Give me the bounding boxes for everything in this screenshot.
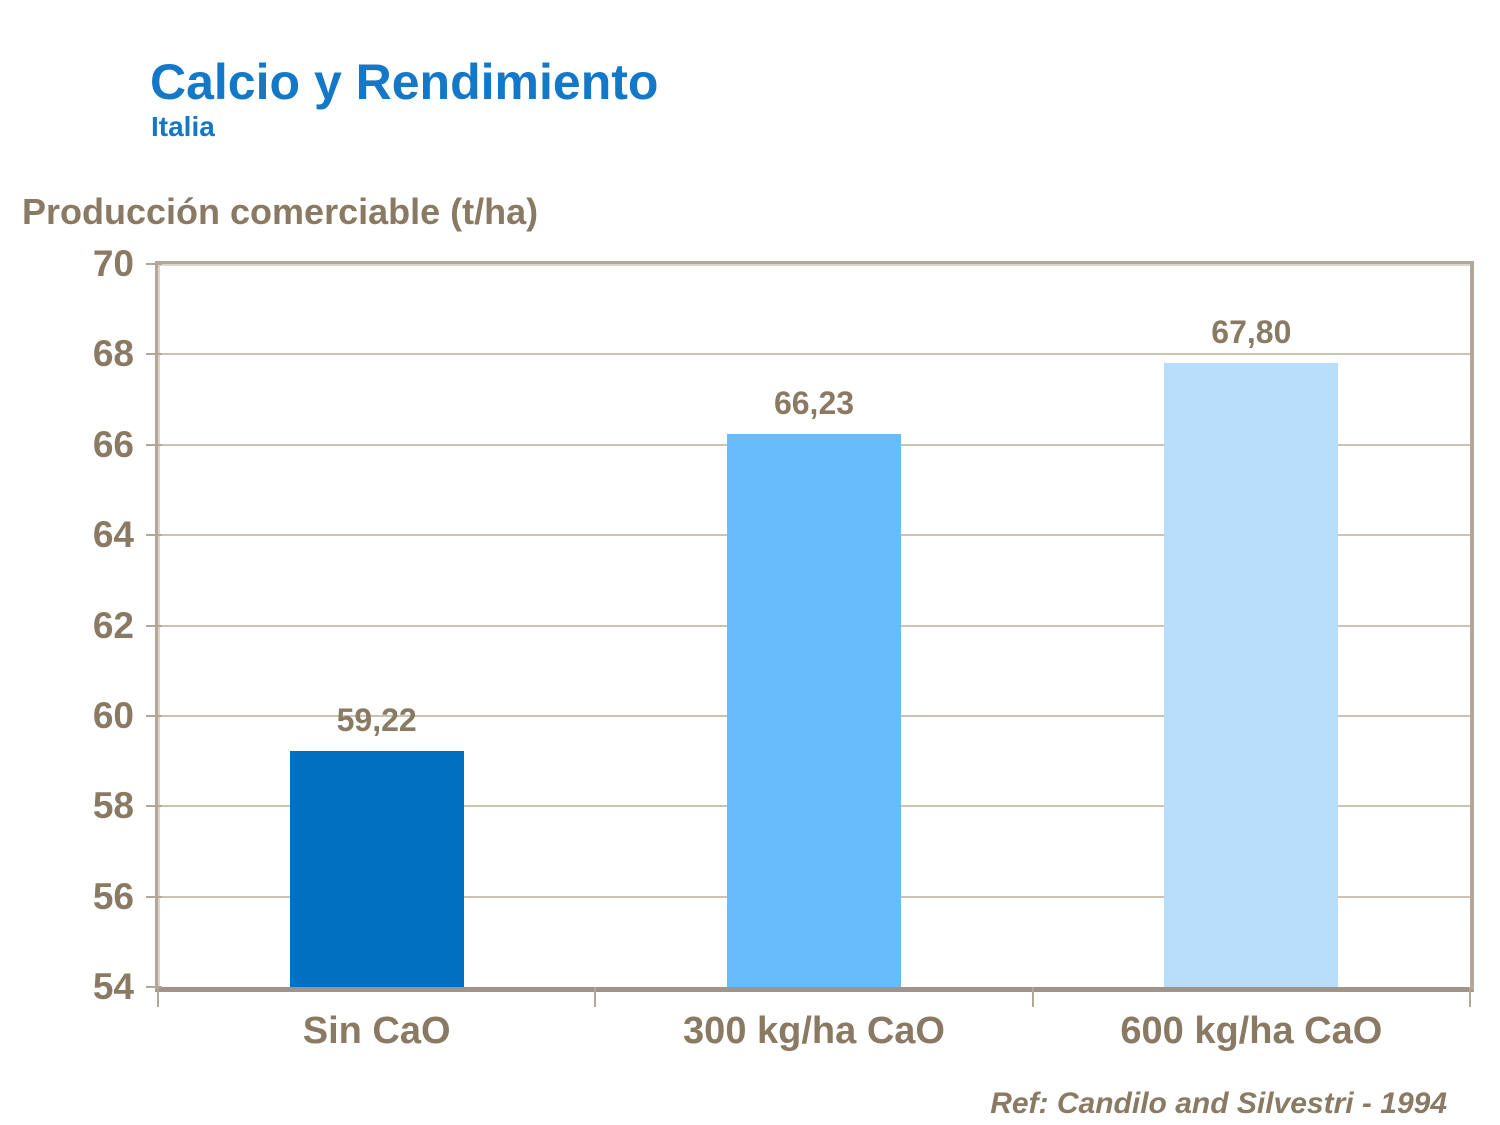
y-tick-label: 70 [92,243,134,284]
bar-value-label: 59,22 [336,702,417,739]
x-tick-mark [1469,987,1471,1007]
y-tick-label: 60 [92,694,134,736]
y-tick-mark [146,624,162,627]
y-tick-label: 66 [92,423,134,465]
x-tick-mark [594,987,597,1007]
y-tick-mark [146,534,162,537]
gridline-68 [158,353,1470,356]
y-tick-label: 58 [92,785,134,827]
y-tick-mark [146,443,162,446]
y-tick-label: 56 [92,875,134,917]
y-tick-mark [146,986,162,988]
bar-1 [289,751,464,987]
y-tick-label: 62 [92,604,134,646]
x-tick-mark [1031,987,1034,1007]
plot-area [155,261,1474,992]
bar-value-label: 66,23 [773,385,855,422]
y-tick-mark [146,714,162,717]
y-tick-label: 54 [92,966,134,1007]
slide-title: Calcio y Rendimiento [150,54,659,110]
y-tick-mark [146,353,162,356]
y-tick-mark [146,805,162,808]
bar-value-label: 67,80 [1211,314,1292,351]
y-axis-title: Producción comerciable (t/ha) [22,191,539,232]
bar-2 [727,434,901,987]
y-tick-label: 68 [92,333,134,375]
x-tick-mark [157,987,159,1007]
x-category-label: Sin CaO [302,1010,451,1052]
bar-3 [1164,363,1339,987]
y-tick-mark [146,895,162,898]
y-tick-mark [146,263,162,265]
reference-text: Ref: Candilo and Silvestri - 1994 [990,1087,1447,1120]
slide-subtitle: Italia [151,111,215,142]
y-tick-label: 64 [92,514,134,556]
x-category-label: 300 kg/ha CaO [683,1010,945,1052]
x-category-label: 600 kg/ha CaO [1120,1010,1383,1052]
